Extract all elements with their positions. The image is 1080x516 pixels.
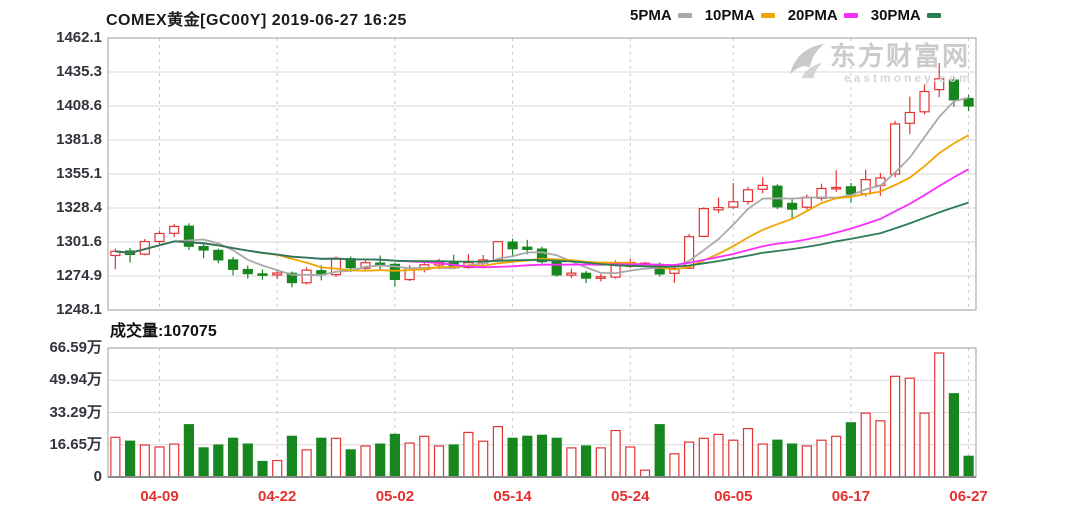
x-axis-label: 05-24 bbox=[611, 488, 650, 505]
volume-y-axis-label: 0 bbox=[93, 468, 102, 485]
x-axis-label: 06-17 bbox=[831, 488, 871, 505]
ma5-color-swatch-icon bbox=[677, 13, 692, 18]
legend-item-20pma: 20PMA bbox=[788, 7, 858, 24]
legend-label-5pma: 5PMA bbox=[630, 7, 672, 24]
x-axis-label: 06-27 bbox=[949, 488, 988, 505]
price-y-axis-label: 1328.4 bbox=[56, 199, 102, 216]
legend-label-20pma: 20PMA bbox=[787, 7, 838, 24]
price-y-axis-label: 1435.3 bbox=[56, 63, 102, 80]
x-axis-label: 05-02 bbox=[375, 488, 415, 505]
volume-y-axis-label: 49.94万 bbox=[49, 371, 102, 388]
volume-y-axis-label: 16.65万 bbox=[49, 436, 102, 453]
price-y-axis-label: 1381.8 bbox=[56, 131, 102, 148]
ma30-color-swatch-icon bbox=[926, 13, 941, 18]
volume-title: 成交量:107075 bbox=[110, 323, 217, 340]
volume-y-axis-label: 66.59万 bbox=[49, 339, 102, 356]
x-axis-label: 04-09 bbox=[140, 488, 179, 505]
ma-legend: 5PMA 10PMA 20PMA 30PMA bbox=[630, 7, 941, 24]
price-y-axis-label: 1274.9 bbox=[56, 267, 102, 284]
price-y-axis-label: 1408.6 bbox=[56, 97, 102, 114]
legend-item-5pma: 5PMA bbox=[630, 7, 692, 24]
price-y-axis-label: 1248.1 bbox=[56, 301, 102, 318]
ma20-color-swatch-icon bbox=[843, 13, 858, 18]
x-axis-label: 06-05 bbox=[714, 488, 753, 505]
legend-item-10pma: 10PMA bbox=[705, 7, 775, 24]
legend-label-30pma: 30PMA bbox=[870, 7, 921, 24]
legend-item-30pma: 30PMA bbox=[871, 7, 941, 24]
volume-y-axis-label: 33.29万 bbox=[49, 404, 102, 421]
price-y-axis-label: 1462.1 bbox=[56, 29, 102, 46]
x-axis-label: 05-14 bbox=[493, 488, 532, 505]
ma10-color-swatch-icon bbox=[760, 13, 775, 18]
chart-title: COMEX黄金[GC00Y] 2019-06-27 16:25 bbox=[106, 12, 407, 29]
price-y-axis-label: 1355.1 bbox=[56, 165, 102, 182]
x-axis-label: 04-22 bbox=[258, 488, 297, 505]
price-y-axis-label: 1301.6 bbox=[56, 233, 102, 250]
legend-label-10pma: 10PMA bbox=[704, 7, 755, 24]
